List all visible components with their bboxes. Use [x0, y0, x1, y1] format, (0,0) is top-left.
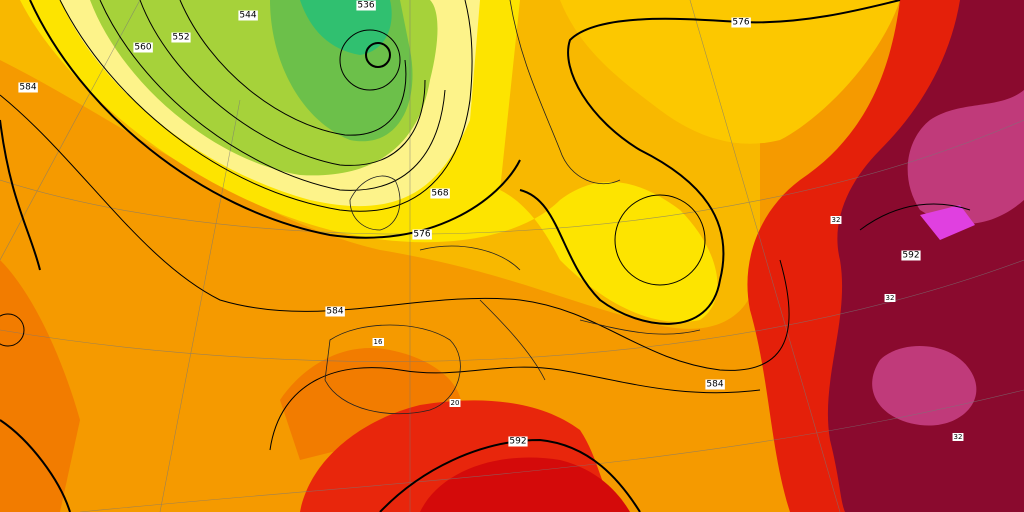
contours-major: [0, 0, 901, 512]
contour-label: 568: [431, 189, 448, 199]
contour-label: 584: [326, 307, 343, 317]
label-background: [356, 0, 376, 11]
label-background: [901, 250, 921, 261]
field-red-deep: [420, 457, 630, 512]
contour-label: 16: [374, 338, 383, 346]
field-pink-south: [872, 346, 977, 426]
contour-label: 560: [134, 43, 151, 53]
label-background: [884, 294, 896, 302]
label-background: [705, 379, 725, 390]
contour-label: 576: [413, 230, 430, 240]
contour-label: 584: [19, 83, 36, 93]
coastlines: [324, 0, 701, 415]
contour-label: 544: [239, 11, 256, 21]
label-background: [372, 338, 384, 346]
label-background: [171, 32, 191, 43]
contour-label: 32: [954, 433, 963, 441]
contour-label: 20: [451, 399, 460, 407]
contour-label: 592: [902, 251, 919, 261]
label-background: [449, 399, 461, 407]
field-pink: [907, 90, 1024, 224]
label-background: [133, 42, 153, 53]
label-background: [238, 10, 258, 21]
label-background: [731, 17, 751, 28]
contour-label: 584: [706, 380, 723, 390]
label-background: [412, 229, 432, 240]
field-magenta: [920, 205, 975, 240]
contour-label: 552: [172, 33, 189, 43]
field-orange-west: [0, 260, 80, 512]
label-background: [325, 306, 345, 317]
contour-label: 576: [732, 18, 749, 28]
contours-minor: [0, 0, 971, 451]
contour-label: 592: [509, 437, 526, 447]
field-teal: [300, 0, 392, 55]
label-background: [430, 188, 450, 199]
contour-label: 32: [832, 216, 841, 224]
label-background: [18, 82, 38, 93]
label-background: [952, 433, 964, 441]
contour-label: 536: [357, 1, 374, 11]
contour-label: 32: [886, 294, 895, 302]
label-background: [830, 216, 842, 224]
field-yellow-east: [560, 0, 900, 144]
label-background: [508, 436, 528, 447]
